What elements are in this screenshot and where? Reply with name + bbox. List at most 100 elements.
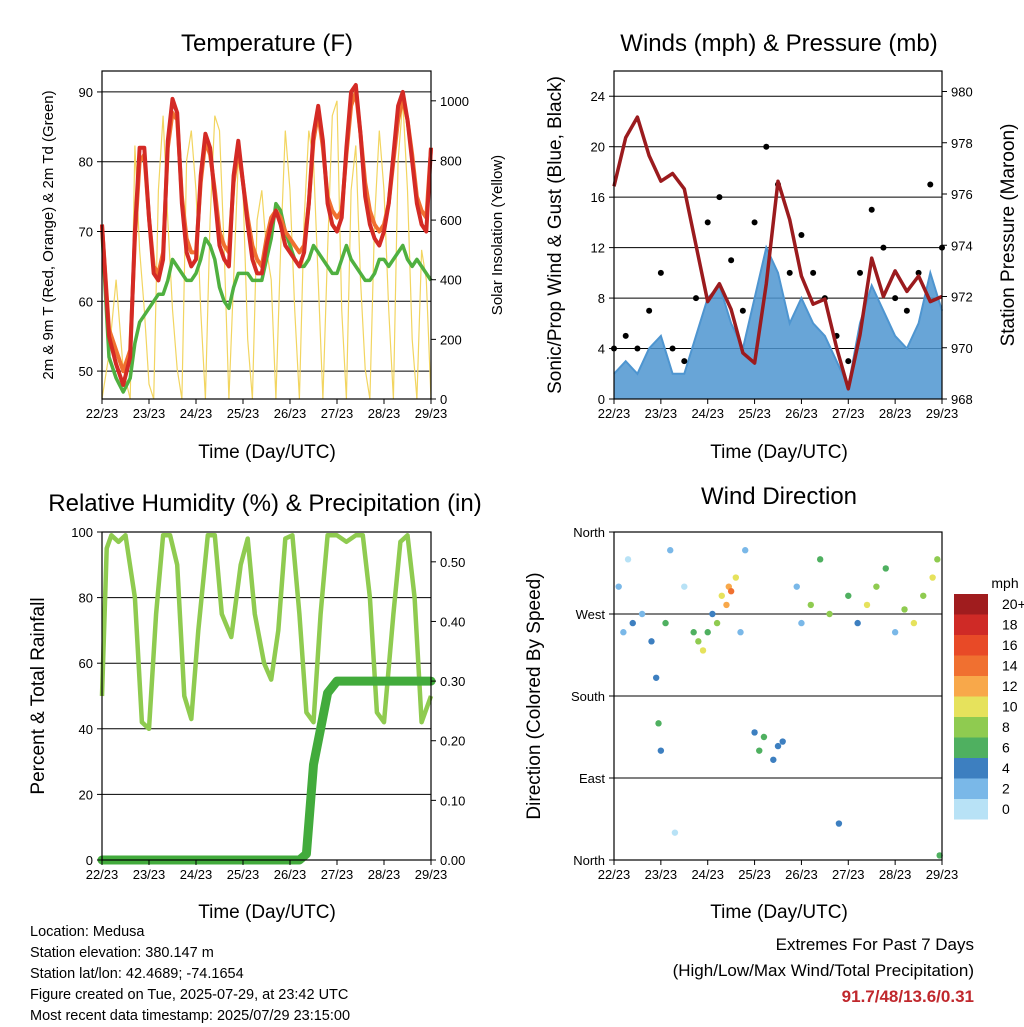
temperature-y-ticks: 50 60 70 80 90 [79, 85, 102, 379]
wind-direction-point [891, 629, 899, 636]
wind-direction-point [624, 556, 632, 563]
y-tick-label: 0.00 [440, 853, 465, 868]
wind-direction-gridlines [614, 531, 942, 861]
pressure-line [612, 115, 943, 391]
wind-direction-point [793, 583, 800, 590]
wind-direction-point [648, 638, 655, 645]
x-tick-label: 28/23 [368, 406, 401, 421]
wind-direction-point [690, 629, 697, 636]
y-tick-label: 20 [591, 140, 605, 155]
gust-point [880, 244, 887, 251]
y-tick-label: North [573, 853, 605, 868]
recent-timestamp: Most recent data timestamp: 2025/07/29 2… [30, 1008, 351, 1024]
wind-direction-point [835, 820, 843, 827]
legend-label: 12 [1002, 678, 1018, 694]
dewpoint-line [100, 201, 433, 394]
speed-legend: 20+ 18 16 14 12 10 8 6 4 2 0 [954, 594, 1024, 820]
y-tick-label: 16 [591, 190, 605, 205]
legend-label: 8 [1002, 719, 1010, 735]
temperature-panel: Temperature (F) 50 60 70 80 90 0 200 400 600 800… [40, 30, 506, 463]
wind-direction-point [615, 583, 622, 590]
x-tick-label: 29/23 [926, 406, 959, 421]
gust-point [657, 269, 664, 276]
x-tick-label: 23/23 [133, 406, 166, 421]
x-tick-label: 27/23 [321, 406, 354, 421]
x-tick-label: 24/23 [691, 867, 724, 882]
gust-point [786, 269, 793, 276]
wind-direction-point [779, 738, 786, 745]
temperature-y-label: 2m & 9m T (Red, Orange) & 2m Td (Green) [40, 90, 57, 379]
x-tick-label: 25/23 [738, 406, 771, 421]
y-tick-label: 0.40 [440, 614, 465, 629]
y-tick-label: 0.20 [440, 734, 465, 749]
pressure-y-label: Station Pressure (Maroon) [998, 124, 1019, 347]
legend-label: 4 [1002, 760, 1010, 776]
gust-point [751, 219, 758, 226]
x-tick-label: 26/23 [785, 867, 818, 882]
solar-insolation-line [101, 100, 432, 400]
x-tick-label: 22/23 [86, 406, 119, 421]
legend-swatch [954, 778, 988, 799]
legend-swatch [954, 737, 988, 758]
x-tick-label: 24/23 [180, 406, 213, 421]
humidity-panel: Relative Humidity (%) & Precipitation (i… [28, 490, 482, 923]
humidity-plot-frame [101, 531, 432, 861]
y-tick-label: 80 [79, 155, 93, 170]
humidity-y-label: Percent & Total Rainfall [28, 597, 49, 794]
humidity-title: Relative Humidity (%) & Precipitation (i… [48, 490, 481, 517]
wind-direction-point [826, 610, 833, 618]
y-tick-label: 978 [951, 136, 973, 151]
winds-panel: Winds (mph) & Pressure (mb) 04812162024 … [545, 30, 1019, 463]
wind-direction-point [770, 756, 777, 763]
temp-2m-line [100, 83, 433, 387]
y-tick-label: West [576, 607, 606, 622]
figure-created: Figure created on Tue, 2025-07-29, at 23… [30, 987, 349, 1003]
y-tick-label: 60 [79, 294, 93, 309]
wind-direction-point [929, 574, 936, 581]
legend-swatch [954, 717, 988, 738]
wind-direction-point [713, 619, 721, 627]
winds-plot-frame [613, 70, 943, 400]
temperature-plot-frame [101, 70, 432, 400]
y-tick-label: 400 [440, 273, 462, 288]
humidity-line [99, 533, 434, 732]
legend-label: 2 [1002, 781, 1010, 797]
wind-direction-point [901, 606, 908, 613]
wind-direction-point [704, 629, 711, 636]
wind-speed-area [614, 247, 942, 399]
y-tick-label: 50 [79, 364, 93, 379]
wind-direction-point [873, 583, 880, 590]
wind-direction-point [774, 742, 782, 750]
wind-direction-point [737, 629, 744, 636]
wind-direction-point [863, 601, 871, 609]
wind-direction-point [723, 601, 730, 609]
winds-y-ticks: 0 4 8 12 16 20 24 [591, 89, 614, 407]
gust-point [704, 219, 711, 226]
gust-point [857, 269, 863, 276]
y-tick-label: 968 [951, 392, 973, 407]
wind-direction-point [845, 592, 852, 599]
x-tick-label: 23/23 [645, 406, 678, 421]
temperature-x-label: Time (Day/UTC) [198, 442, 336, 463]
legend-label: 20+ [1002, 596, 1024, 612]
wind-direction-points [615, 547, 943, 859]
y-tick-label: 80 [79, 591, 93, 606]
legend-swatch [954, 614, 988, 635]
winds-y-label: Sonic/Prop Wind & Gust (Blue, Black) [545, 76, 566, 394]
y-tick-label: 0 [440, 392, 447, 407]
y-tick-label: 60 [79, 656, 93, 671]
legend-label: 0 [1002, 801, 1010, 817]
y-tick-label: 4 [598, 342, 605, 357]
wind-direction-point [934, 556, 941, 563]
legend-swatch [954, 696, 988, 717]
humidity-x-ticks: 22/23 23/23 24/23 25/23 26/23 27/23 28/23 29/23 [86, 860, 448, 882]
legend-label: 16 [1002, 637, 1018, 653]
wind-direction-point [629, 619, 636, 627]
wind-direction-point [920, 592, 927, 599]
gust-point [915, 269, 922, 276]
y-tick-label: 70 [79, 225, 93, 240]
x-tick-label: 29/23 [415, 867, 448, 882]
gust-point [868, 206, 875, 213]
x-tick-label: 25/23 [227, 867, 260, 882]
station-info: Location: Medusa Station elevation: 380.… [30, 922, 350, 1027]
